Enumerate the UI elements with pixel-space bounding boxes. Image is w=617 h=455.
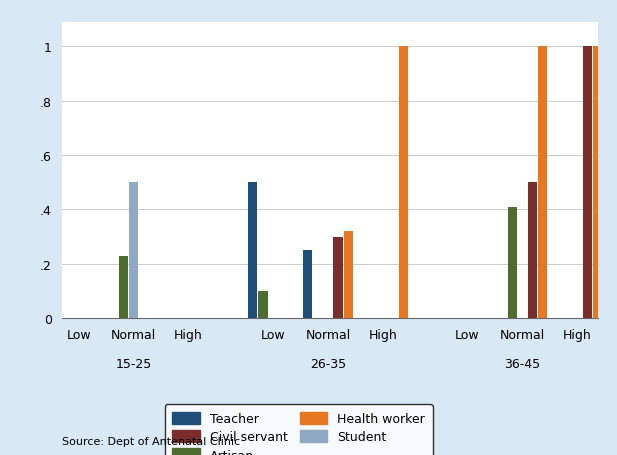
Bar [583, 47, 592, 318]
Bar [344, 232, 353, 318]
Legend: Teacher, Civil servant, Artisan, Health worker, Student: Teacher, Civil servant, Artisan, Health … [165, 404, 433, 455]
Bar [593, 47, 602, 318]
Bar [248, 183, 257, 318]
Bar [538, 47, 547, 318]
Text: 15-25: 15-25 [115, 357, 152, 370]
Text: 36-45: 36-45 [504, 357, 540, 370]
Bar [333, 237, 343, 318]
Bar [129, 183, 138, 318]
Bar [118, 256, 128, 318]
Bar [399, 47, 408, 318]
Bar [259, 291, 268, 318]
Text: Source: Dept of Antenatal Clinic: Source: Dept of Antenatal Clinic [62, 436, 240, 446]
Bar [508, 207, 517, 318]
Text: 26-35: 26-35 [310, 357, 346, 370]
Bar [528, 183, 537, 318]
Bar [303, 251, 312, 318]
